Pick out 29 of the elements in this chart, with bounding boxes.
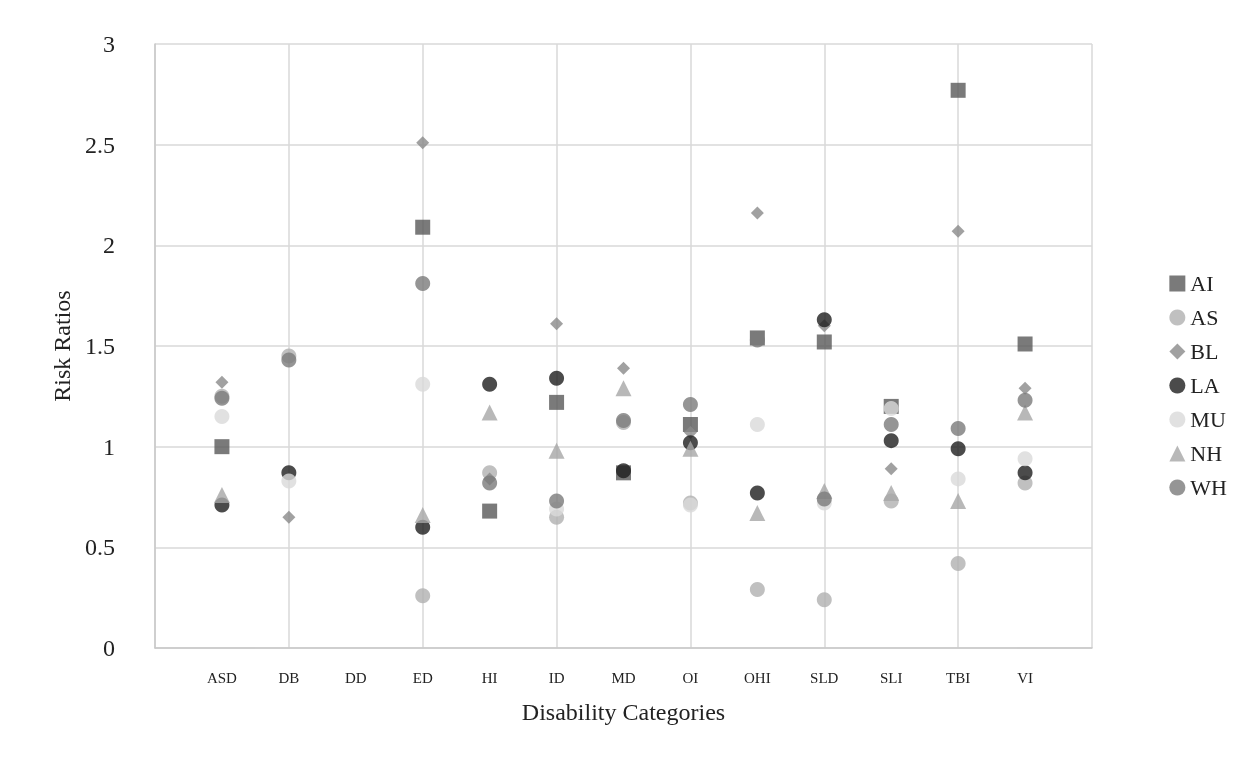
y-tick-label: 1 [103,433,115,460]
legend-label: WH [1190,475,1228,500]
x-tick-label: MD [611,669,636,686]
x-tick-label: SLD [810,669,839,686]
legend-label: NH [1190,441,1223,466]
x-tick-label: OI [682,669,699,686]
y-tick-label: 2.5 [85,131,115,158]
y-tick-label: 3 [103,31,115,57]
legend-label: BL [1190,339,1219,364]
legend-label: AI [1190,271,1214,296]
x-tick-label: DB [278,669,300,686]
x-tick-label: OHI [744,669,771,686]
x-tick-label: VI [1017,669,1033,686]
y-axis-title: Risk Ratios [49,290,76,402]
legend-label: LA [1190,373,1220,398]
x-tick-label: ASD [206,669,238,686]
y-tick-label: 0 [103,635,115,661]
x-tick-label: ID [548,669,565,686]
x-tick-label: HI [481,669,498,686]
legend-label: MU [1190,407,1226,432]
y-tick-label: 0.5 [85,534,115,561]
y-tick-label: 1.5 [85,333,115,359]
x-tick-label: SLI [879,669,903,686]
x-tick-label: TBI [946,669,971,686]
x-tick-label: ED [412,669,433,686]
legend-label: AS [1190,305,1219,330]
x-tick-label: DD [344,669,367,686]
y-tick-label: 2 [103,232,115,259]
x-axis-title: Disability Categories [521,699,726,725]
